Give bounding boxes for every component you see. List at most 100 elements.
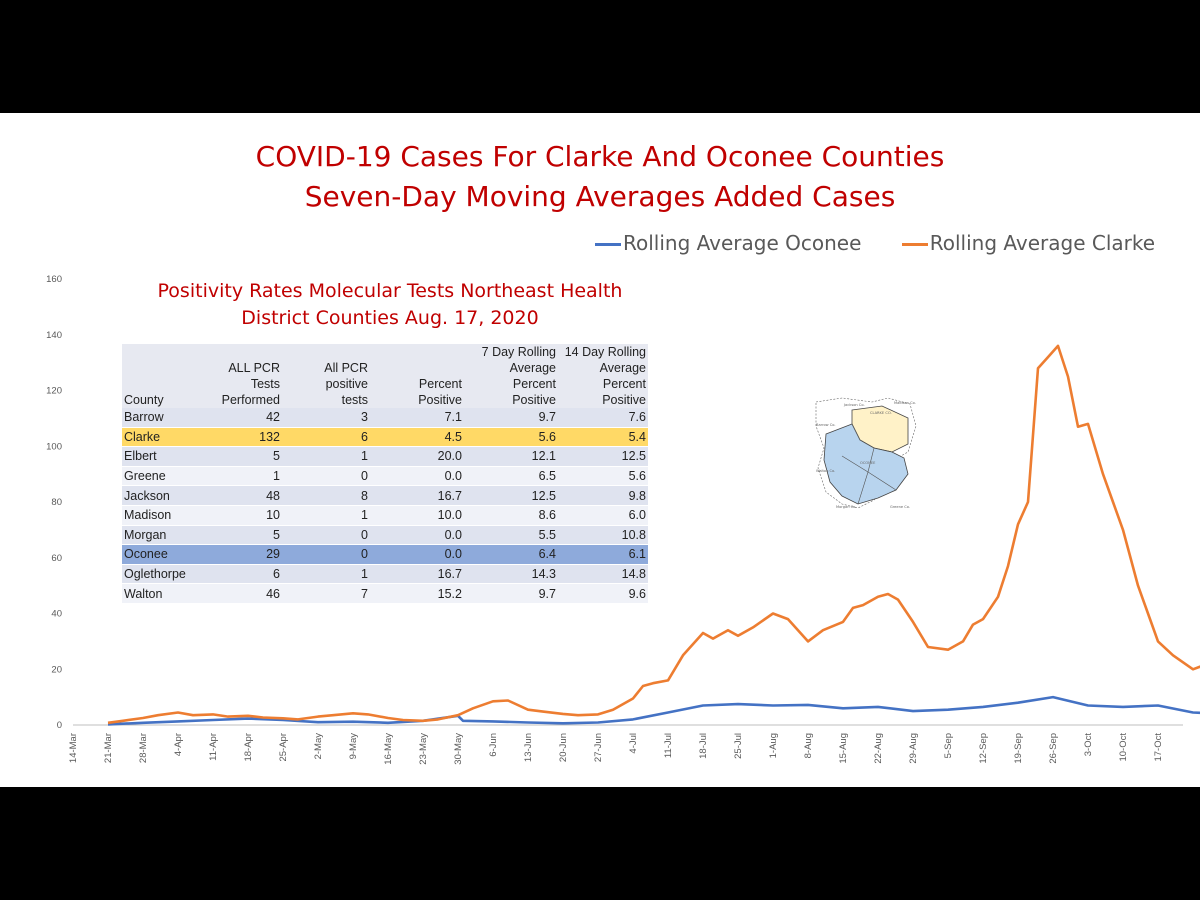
x-tick-label: 11-Jul bbox=[663, 733, 674, 758]
table-cell: 4.5 bbox=[370, 427, 464, 448]
svg-text:Walton Co.: Walton Co. bbox=[816, 469, 835, 473]
table-cell: 15.2 bbox=[370, 583, 464, 604]
x-tick-label: 20-Jun bbox=[558, 733, 569, 762]
y-tick-label: 0 bbox=[57, 720, 62, 731]
table-cell: 132 bbox=[200, 427, 282, 448]
table-cell: 29 bbox=[200, 544, 282, 565]
table-cell: 8.6 bbox=[464, 505, 558, 526]
table-cell: 9.8 bbox=[558, 485, 648, 506]
x-tick-label: 17-Oct bbox=[1153, 733, 1164, 762]
positivity-table: County ALL PCR Tests Performed All PCR posi… bbox=[122, 344, 648, 604]
table-cell: 5.6 bbox=[464, 427, 558, 448]
table-cell: 46 bbox=[200, 583, 282, 604]
x-tick-label: 22-Aug bbox=[873, 733, 884, 764]
table-cell: 6 bbox=[282, 427, 370, 448]
x-tick-label: 15-Aug bbox=[838, 733, 849, 764]
legend-label-clarke: Rolling Average Clarke bbox=[929, 231, 1156, 255]
county-name-cell: Morgan bbox=[122, 525, 200, 546]
y-tick-label: 100 bbox=[46, 441, 62, 452]
legend-swatch-clarke bbox=[901, 243, 928, 246]
svg-text:OCONEE: OCONEE bbox=[860, 461, 876, 465]
slide: COVID-19 Cases For Clarke And Oconee Cou… bbox=[0, 113, 1200, 787]
x-tick-label: 25-Jul bbox=[733, 733, 744, 759]
table-cell: 6.5 bbox=[464, 466, 558, 487]
table-cell: 6.4 bbox=[464, 544, 558, 565]
column-header: 14 Day Rolling Average Percent Positive bbox=[558, 344, 648, 408]
x-tick-label: 9-May bbox=[348, 733, 359, 760]
x-tick-label: 3-Oct bbox=[1083, 733, 1094, 757]
county-name-cell: Oconee bbox=[122, 544, 200, 565]
legend-item-oconee: Rolling Average Oconee bbox=[595, 231, 861, 255]
x-tick-label: 18-Apr bbox=[243, 733, 254, 762]
x-tick-label: 21-Mar bbox=[103, 733, 114, 763]
county-name-cell: Walton bbox=[122, 583, 200, 604]
county-map-icon: Jackson Co. Madison Co. CLARKE CO. Barrow … bbox=[812, 396, 924, 516]
table-cell: 9.7 bbox=[464, 583, 558, 604]
table-row: Morgan 5 0 0.0 5.5 10.8 bbox=[122, 525, 648, 546]
table-row: Walton 46 7 15.2 9.7 9.6 bbox=[122, 583, 648, 604]
table-row: Oconee 29 0 0.0 6.4 6.1 bbox=[122, 544, 648, 565]
county-name-cell: Greene bbox=[122, 466, 200, 487]
column-header: ALL PCR Tests Performed bbox=[200, 344, 282, 408]
county-name-cell: Jackson bbox=[122, 485, 200, 506]
x-tick-label: 2-May bbox=[313, 733, 324, 760]
table-cell: 9.6 bbox=[558, 583, 648, 604]
x-tick-label: 27-Jun bbox=[593, 733, 604, 762]
table-cell: 1 bbox=[282, 564, 370, 585]
legend-item-clarke: Rolling Average Clarke bbox=[901, 231, 1156, 255]
column-header: All PCR positive tests bbox=[282, 344, 370, 408]
column-header: 7 Day Rolling Average Percent Positive bbox=[464, 344, 558, 408]
chart-title-line2: Seven-Day Moving Averages Added Cases bbox=[304, 180, 896, 213]
table-cell: 0 bbox=[282, 525, 370, 546]
table-cell: 5 bbox=[200, 525, 282, 546]
table-cell: 1 bbox=[282, 446, 370, 467]
table-cell: 0.0 bbox=[370, 544, 464, 565]
table-cell: 0.0 bbox=[370, 466, 464, 487]
svg-text:Jackson Co.: Jackson Co. bbox=[843, 403, 865, 407]
table-cell: 48 bbox=[200, 485, 282, 506]
table-cell: 20.0 bbox=[370, 446, 464, 467]
x-tick-label: 16-May bbox=[383, 733, 394, 765]
x-tick-label: 4-Jul bbox=[628, 733, 639, 754]
x-tick-label: 10-Oct bbox=[1118, 733, 1129, 762]
x-tick-label: 6-Jun bbox=[488, 733, 499, 757]
x-tick-label: 13-Jun bbox=[523, 733, 534, 762]
y-tick-label: 120 bbox=[46, 386, 62, 397]
y-tick-label: 60 bbox=[51, 553, 62, 564]
table-cell: 12.5 bbox=[558, 446, 648, 467]
x-tick-label: 14-Mar bbox=[68, 733, 79, 763]
x-tick-label: 28-Mar bbox=[138, 733, 149, 763]
x-tick-label: 12-Sep bbox=[978, 733, 989, 764]
table-row: Oglethorpe 6 1 16.7 14.3 14.8 bbox=[122, 564, 648, 585]
table-row: Clarke 132 6 4.5 5.6 5.4 bbox=[122, 427, 648, 448]
series-oconee-line bbox=[107, 695, 1200, 726]
county-name-cell: Clarke bbox=[122, 427, 200, 448]
column-header: County bbox=[122, 344, 200, 408]
svg-text:Madison Co.: Madison Co. bbox=[894, 401, 916, 405]
x-tick-label: 4-Apr bbox=[173, 733, 184, 756]
table-cell: 7.1 bbox=[370, 408, 464, 428]
column-header: Percent Positive bbox=[370, 344, 464, 408]
x-tick-label: 11-Apr bbox=[208, 733, 219, 761]
inset-title-line2: District Counties Aug. 17, 2020 bbox=[241, 307, 539, 329]
table-cell: 5 bbox=[200, 446, 282, 467]
table-cell: 10 bbox=[200, 505, 282, 526]
chart-title-line1: COVID-19 Cases For Clarke And Oconee Cou… bbox=[255, 140, 945, 173]
x-tick-label: 23-May bbox=[418, 733, 429, 765]
series-clarke-line bbox=[107, 344, 1200, 725]
x-tick-label: 18-Jul bbox=[698, 733, 709, 759]
table-cell: 5.4 bbox=[558, 427, 648, 448]
x-tick-label: 26-Sep bbox=[1048, 733, 1059, 764]
svg-text:Greene Co.: Greene Co. bbox=[890, 505, 910, 509]
table-cell: 5.5 bbox=[464, 525, 558, 546]
county-name-cell: Elbert bbox=[122, 446, 200, 467]
x-tick-label: 8-Aug bbox=[803, 733, 814, 758]
x-tick-label: 1-Aug bbox=[768, 733, 779, 758]
table-cell: 6.1 bbox=[558, 544, 648, 565]
table-cell: 10.8 bbox=[558, 525, 648, 546]
table-cell: 6 bbox=[200, 564, 282, 585]
table-cell: 14.8 bbox=[558, 564, 648, 585]
table-row: Jackson 48 8 16.7 12.5 9.8 bbox=[122, 485, 648, 506]
table-cell: 9.7 bbox=[464, 408, 558, 428]
table-cell: 0.0 bbox=[370, 525, 464, 546]
